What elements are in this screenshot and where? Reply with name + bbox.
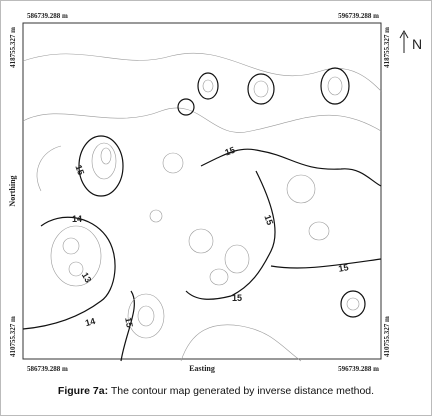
coordinate-label: 596739.288 m	[338, 365, 379, 373]
map-frame	[22, 22, 382, 360]
coordinate-label: 418755.327 m	[383, 27, 391, 68]
caption-label: Figure 7a:	[57, 385, 109, 397]
contour-lines	[22, 52, 382, 362]
contour-labels: 15 14 13 14 15 15 15 15 15	[72, 145, 349, 329]
contour-label: 15	[262, 214, 275, 227]
contour-map: 15 14 13 14 15 15 15 15 15 586739.288 m …	[8, 12, 422, 373]
contour-label: 15	[338, 262, 350, 274]
coordinate-label: 418755.327 m	[9, 27, 17, 68]
contour-label: 14	[84, 316, 96, 328]
contour-label: 15	[123, 317, 135, 329]
coordinate-label: 586739.288 m	[27, 365, 68, 373]
x-axis-label: Easting	[189, 364, 215, 373]
contour-label: 15	[73, 164, 86, 177]
north-label: N	[412, 36, 422, 52]
y-axis-label: Northing	[8, 175, 17, 206]
contour-label: 15	[224, 145, 237, 158]
caption: Figure 7a: The contour map generated by …	[1, 385, 431, 397]
coordinate-label: 596739.288 m	[338, 12, 379, 20]
contour-label: 15	[232, 293, 242, 303]
coordinate-label: 586739.288 m	[27, 12, 68, 20]
contour-label: 13	[80, 271, 94, 285]
coordinate-label: 410755.327 m	[383, 316, 391, 357]
contour-label: 14	[72, 214, 82, 224]
coordinate-label: 410755.327 m	[9, 316, 17, 357]
caption-text: The contour map generated by inverse dis…	[110, 385, 375, 397]
north-arrow: N	[399, 29, 422, 53]
